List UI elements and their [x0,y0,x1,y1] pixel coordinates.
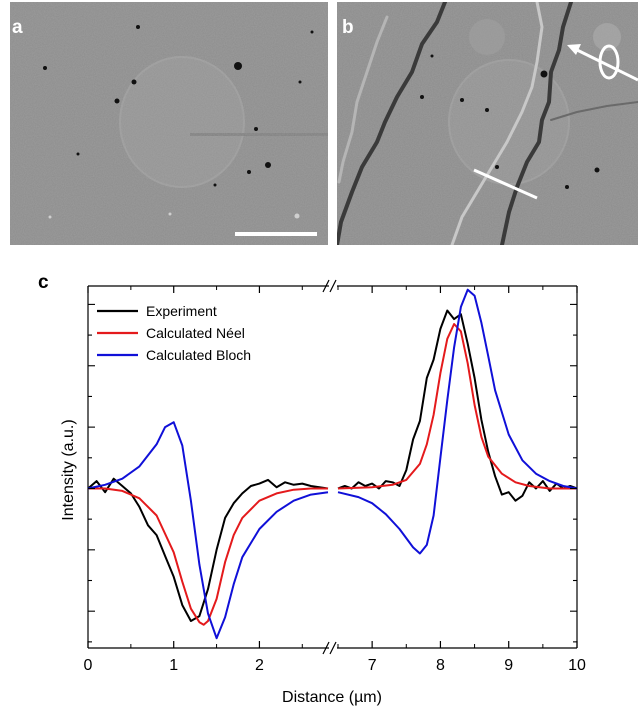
scale-bar [235,232,317,236]
series-layer [87,288,578,640]
series-line-0-part-0 [87,477,329,622]
x-axis-label: Distance (µm) [282,689,382,706]
x-tick-label: 2 [255,657,264,674]
y-axis-label: Intensity (a.u.) [60,419,77,520]
x-tick-label: 9 [504,657,513,674]
intensity-profile-chart: 0 1 2 7 8 9 10 Experiment Calculated Néel Calcul… [60,279,586,706]
axis-break-marks [322,279,337,655]
x-tick-label: 1 [169,657,178,674]
x-tick-label: 0 [84,657,93,674]
series-line-2-part-0 [87,421,329,640]
legend-label: Calculated Néel [146,325,245,341]
plot-frame [87,285,578,649]
axis-break-mark [322,641,330,655]
axis-ticks: 0 1 2 7 8 9 10 [84,286,586,674]
panel-label-c: c [38,272,49,293]
x-tick-label: 10 [568,657,586,674]
micrograph-a: a [10,2,328,245]
rotation-arrow-icon [567,44,638,82]
x-tick-label: 7 [368,657,377,674]
panel-label-a: a [12,17,23,38]
micrograph-b: b [337,2,638,245]
panel-label-b: b [342,17,354,38]
series-line-1-part-1 [337,323,577,490]
legend-label: Calculated Bloch [146,347,251,363]
line-profile-marker [473,168,538,200]
x-tick-label: 8 [436,657,445,674]
micrograph-a-image [10,2,328,245]
chart-legend: Experiment Calculated Néel Calculated Bloc… [97,303,251,363]
series-line-0-part-1 [337,309,578,502]
axis-break-mark [329,279,337,293]
axis-break-mark [322,279,330,293]
series-line-1-part-0 [88,487,328,626]
micrograph-b-image [337,2,638,245]
legend-label: Experiment [146,303,217,319]
axis-break-mark [329,641,337,655]
series-line-2-part-1 [337,288,578,555]
